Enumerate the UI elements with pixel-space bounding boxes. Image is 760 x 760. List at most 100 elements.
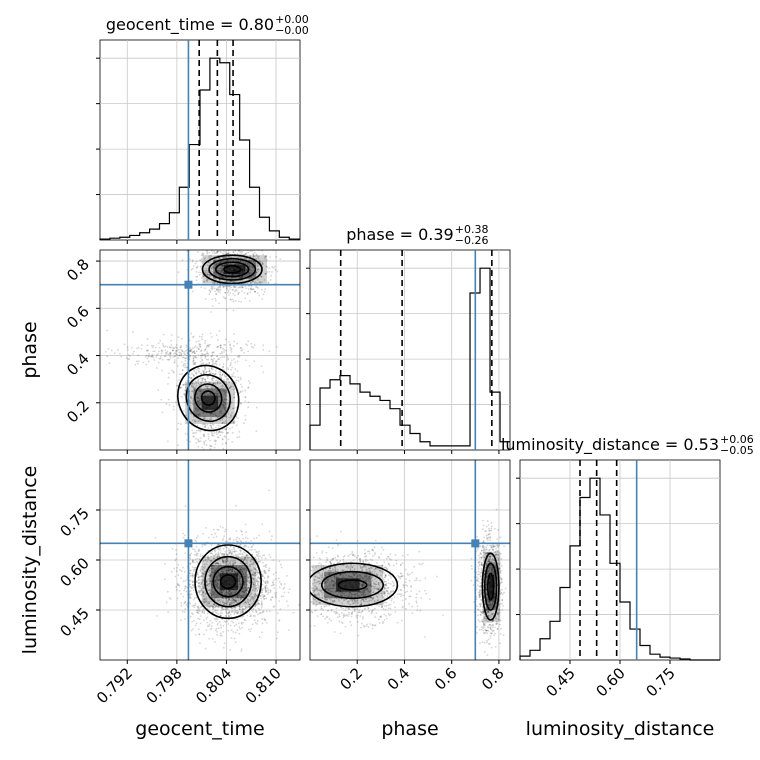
sample-point xyxy=(200,259,202,262)
sample-point xyxy=(257,580,260,583)
sample-point xyxy=(195,441,198,444)
sample-point xyxy=(191,267,194,270)
sample-point xyxy=(233,624,236,627)
sample-point xyxy=(219,261,222,264)
sample-point xyxy=(244,400,247,402)
sample-point xyxy=(137,354,140,357)
sample-point xyxy=(209,590,212,593)
sample-point xyxy=(197,403,200,406)
sample-point xyxy=(265,590,268,593)
sample-point xyxy=(223,409,226,411)
sample-point xyxy=(209,424,212,427)
sample-point xyxy=(215,246,217,248)
sample-point xyxy=(226,569,228,572)
sample-point xyxy=(222,630,225,633)
sample-point xyxy=(241,615,243,618)
sample-point xyxy=(250,260,253,262)
sample-point xyxy=(249,564,252,567)
sample-point xyxy=(195,373,198,376)
sample-point xyxy=(217,286,219,289)
sample-point xyxy=(172,370,175,373)
sample-point xyxy=(225,308,228,311)
sample-point xyxy=(224,276,227,279)
sample-point xyxy=(204,366,207,369)
sample-point xyxy=(194,602,197,605)
sample-point xyxy=(200,575,202,578)
sample-point xyxy=(198,348,200,350)
y-tick-label: 0.8 xyxy=(63,255,93,285)
sample-point xyxy=(175,349,178,352)
sample-point xyxy=(244,607,247,610)
sample-point xyxy=(241,596,243,598)
sample-point xyxy=(197,380,199,383)
sample-point xyxy=(221,443,224,445)
sample-point xyxy=(205,267,208,270)
sample-point xyxy=(236,370,239,372)
sample-point xyxy=(217,436,220,439)
sample-point xyxy=(214,299,217,302)
sample-point xyxy=(225,563,227,566)
sample-point xyxy=(256,602,259,605)
sample-point xyxy=(214,609,217,612)
sample-point xyxy=(216,289,218,291)
sample-point xyxy=(262,349,265,351)
sample-point xyxy=(211,363,214,366)
sample-point xyxy=(218,394,220,397)
sample-point xyxy=(271,266,274,268)
sample-point xyxy=(190,629,193,632)
sample-point xyxy=(196,401,199,404)
sample-point xyxy=(214,362,216,365)
sample-point xyxy=(194,550,197,553)
sample-point xyxy=(214,570,216,572)
sample-point xyxy=(219,267,222,270)
sample-point xyxy=(229,280,231,283)
sample-point xyxy=(257,267,259,270)
sample-point xyxy=(224,441,227,444)
sample-point xyxy=(214,381,217,384)
sample-point xyxy=(253,566,255,569)
sample-point xyxy=(288,588,291,591)
sample-point xyxy=(206,278,209,281)
sample-point xyxy=(209,582,211,585)
sample-point xyxy=(203,612,206,615)
sample-point xyxy=(208,289,211,292)
sample-point xyxy=(192,357,195,360)
sample-point xyxy=(211,593,214,596)
sample-point xyxy=(199,553,202,556)
sample-point xyxy=(197,612,200,615)
sample-point xyxy=(216,585,219,588)
sample-point xyxy=(214,392,217,395)
sample-point xyxy=(203,353,206,356)
sample-point xyxy=(226,600,229,603)
sample-point xyxy=(239,585,242,588)
sample-point xyxy=(192,432,194,434)
sample-point xyxy=(256,569,259,572)
sample-point xyxy=(152,356,155,359)
sample-point xyxy=(250,558,253,560)
sample-point xyxy=(237,293,240,296)
sample-point xyxy=(202,532,204,535)
sample-point xyxy=(184,353,187,356)
sample-point xyxy=(415,579,418,581)
sample-point xyxy=(180,570,183,572)
sample-point xyxy=(209,580,212,582)
sample-point xyxy=(209,577,212,580)
sample-point xyxy=(222,389,224,392)
sample-point xyxy=(220,614,222,617)
sample-point xyxy=(287,591,290,594)
sample-point xyxy=(263,569,266,572)
sample-point xyxy=(226,558,229,561)
sample-point xyxy=(191,548,194,550)
sample-point xyxy=(256,573,258,576)
sample-point xyxy=(244,557,247,559)
sample-point xyxy=(237,553,239,556)
sample-point xyxy=(233,548,236,551)
sample-point xyxy=(248,603,251,606)
sample-point xyxy=(210,594,213,597)
sample-point xyxy=(181,259,184,262)
sample-point xyxy=(265,265,268,268)
sample-point xyxy=(248,580,251,582)
sample-point xyxy=(225,611,228,614)
sample-point xyxy=(177,584,180,586)
sample-point xyxy=(250,546,253,549)
